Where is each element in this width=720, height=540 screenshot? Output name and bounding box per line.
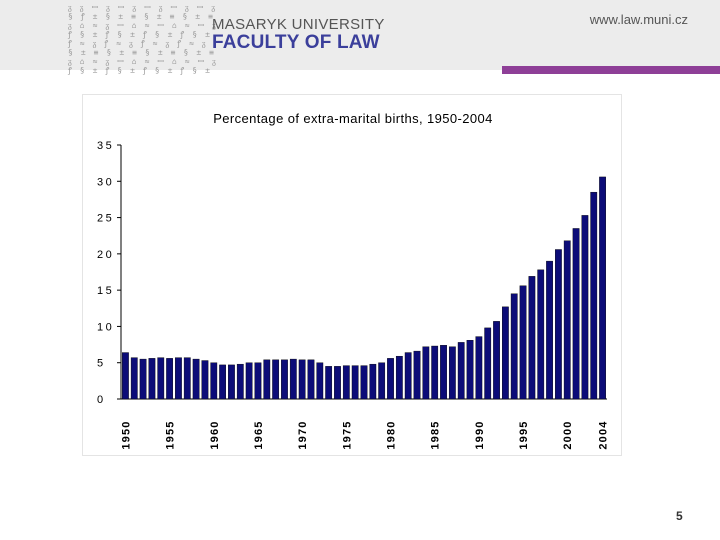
x-tick-label: 1995 [518,420,530,449]
bar [493,321,500,400]
bar [448,346,456,400]
bar [484,327,492,400]
bar [431,345,439,400]
x-tick-label: 1980 [386,420,398,449]
logo-pattern-row: ᵹ ⌂ ≈ ᵹ ꟷ ⌂ ≈ ꟷ ⌂ ≈ ꟷ ᵹ [68,21,218,30]
bar [130,357,138,400]
bar [563,240,571,400]
bar [307,359,315,400]
x-tick-label: 1975 [341,420,353,449]
chart-panel: Percentage of extra-marital births, 1950… [82,94,622,456]
bar [236,363,244,400]
bar [166,358,173,400]
bar [157,357,165,400]
x-tick-label: 2000 [562,420,574,449]
bar [298,359,306,400]
bar [537,269,545,400]
bar [466,340,474,400]
y-tick-label: 20 [97,249,114,261]
bar [555,249,562,400]
y-tick-label: 30 [97,176,114,188]
bar [581,215,589,400]
bar [219,364,226,400]
logo-pattern-row: ᵹ ᵹ ꟷ ᵹ ꟷ ᵹ ꟷ ᵹ ꟷ ᵹ ꟷ ᵹ [68,3,217,12]
bar [413,350,421,400]
bar [351,365,359,400]
bar [289,358,297,400]
bar [281,359,288,400]
logo-pattern: ᵹ ᵹ ꟷ ᵹ ꟷ ᵹ ꟷ ᵹ ꟷ ᵹ ꟷ ᵹ § ꝭ ± § ± ≡ § ± ≡… [68,3,218,75]
chart-title: Percentage of extra-marital births, 1950… [213,111,493,126]
faculty-name: FACULTY OF LAW [212,32,380,53]
bar [502,306,509,400]
bar [175,357,182,400]
bar [148,358,156,400]
bar [334,366,341,400]
x-tick-label: 1990 [474,420,486,449]
logo-pattern-row: § ꝭ ± § ± ≡ § ± ≡ § ± ≡ [68,12,215,21]
bar [245,362,253,400]
x-tick-label: 1960 [209,420,221,449]
bar [316,362,324,400]
university-name: MASARYK UNIVERSITY [212,16,385,33]
logo-pattern-row: ꝭ § ± ꝭ § ± ꝭ § ± ꝭ § ± [68,66,212,75]
bar [475,336,483,400]
bar [272,359,280,400]
bar [369,363,377,400]
y-tick-label: 0 [97,394,106,406]
x-tick-label: 1955 [165,420,177,449]
bar [192,358,200,400]
accent-bar [502,66,720,74]
page-number: 5 [676,509,683,523]
bar [325,366,333,400]
bar [342,365,350,400]
logo-pattern-row: § ± ≡ § ± ≡ § ± ≡ § ± ≡ [68,48,216,57]
bar [546,260,553,400]
bar [528,276,536,400]
bar [440,345,447,400]
bar [519,285,527,400]
x-tick-label: 1985 [430,420,442,449]
bar [404,352,412,400]
bar [122,352,129,400]
bar [510,293,518,400]
bar [360,365,368,400]
y-tick-label: 5 [97,358,106,370]
bar [387,358,394,400]
y-tick-label: 10 [97,321,114,333]
bar [378,362,386,400]
bar [599,176,606,400]
bar-chart: 0 5 10 15 20 25 30 35 1950 1955 1960 1965 1970 1975 19… [97,140,610,450]
bar [395,355,403,400]
y-tick-label: 15 [97,285,114,297]
logo-pattern-row: ᵹ ⌂ ≈ ᵹ ꟷ ⌂ ≈ ꟷ ⌂ ≈ ꟷ ᵹ [68,57,218,66]
x-tick-label: 1965 [253,420,265,449]
bar [263,359,271,400]
bar [254,362,262,400]
website-url[interactable]: www.law.muni.cz [589,12,688,27]
bar [210,362,218,400]
x-tick-label: 1970 [297,420,309,449]
header-band: ᵹ ᵹ ꟷ ᵹ ꟷ ᵹ ꟷ ᵹ ꟷ ᵹ ꟷ ᵹ § ꝭ ± § ± ≡ § ± ≡… [0,0,720,75]
x-tick-label: 2004 [598,420,610,449]
bar [422,346,430,400]
y-tick-label: 25 [97,213,114,225]
bar [590,191,598,400]
bar [457,342,465,400]
logo-pattern-row: ꝭ ≈ ᵹ ꝭ ≈ ᵹ ꝭ ≈ ᵹ ꝭ ≈ ᵹ [68,39,208,48]
y-tick-label: 35 [97,140,114,152]
bar [139,358,147,400]
logo-pattern-row: ꝭ § ± ꝭ § ± ꝭ § ± ꝭ § ± [68,30,212,39]
bar [572,228,580,400]
x-tick-label: 1950 [120,420,132,449]
bar [228,364,235,400]
bar [183,357,191,400]
bar [201,360,209,400]
